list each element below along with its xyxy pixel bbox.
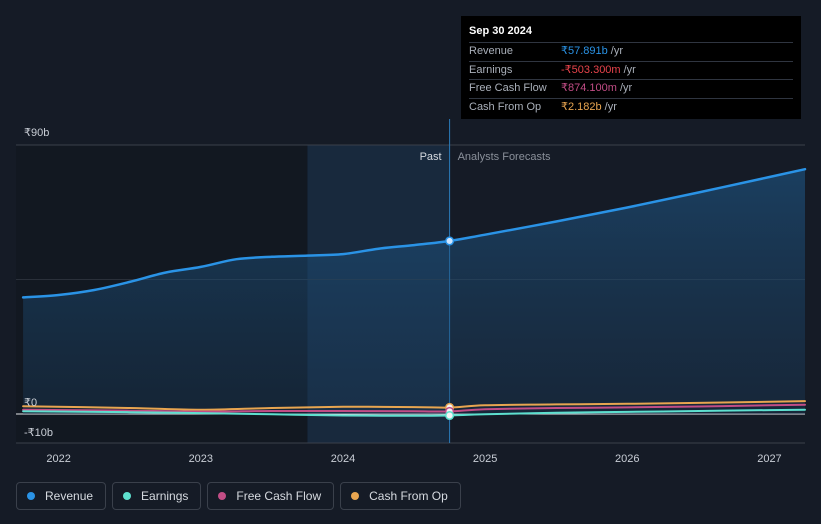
tooltip-value: -₹503.300m — [561, 63, 621, 76]
legend-item-free-cash-flow[interactable]: Free Cash Flow — [207, 482, 335, 510]
y-axis-zero-label: ₹0 — [24, 397, 37, 409]
x-tick-label: 2027 — [757, 453, 781, 465]
x-tick-label: 2024 — [331, 453, 355, 465]
legend-item-revenue[interactable]: Revenue — [16, 482, 107, 510]
x-tick-label: 2026 — [615, 453, 639, 465]
tooltip-value: ₹874.100m — [561, 82, 617, 94]
tooltip-unit: /yr — [604, 100, 617, 113]
y-axis-top-label: ₹90b — [24, 127, 49, 139]
legend-item-cash-from-op[interactable]: Cash From Op — [340, 482, 461, 510]
data-tooltip: Sep 30 2024 Revenue ₹57.891b /yr Earning… — [461, 16, 801, 119]
tooltip-label: Cash From Op — [469, 100, 542, 113]
x-tick-label: 2025 — [473, 453, 497, 465]
revenue-marker — [445, 236, 455, 246]
x-tick-label: 2023 — [189, 453, 213, 465]
forecast-label: Analysts Forecasts — [458, 151, 551, 163]
tooltip-row-cash-from-op: Cash From Op ₹2.182b /yr — [469, 97, 793, 117]
x-tick-label: 2022 — [46, 453, 70, 465]
tooltip-label: Earnings — [469, 63, 513, 76]
past-label: Past — [420, 151, 442, 163]
legend-label: Earnings — [141, 489, 189, 503]
legend-label: Cash From Op — [369, 489, 448, 503]
tooltip-value: ₹2.182b — [561, 100, 602, 113]
tooltip-unit: /yr — [623, 63, 636, 76]
legend: Revenue Earnings Free Cash Flow Cash Fro… — [16, 482, 461, 510]
legend-dot-icon — [123, 492, 132, 500]
revenue-area — [23, 169, 806, 414]
y-axis-bottom-label: -₹10b — [24, 427, 53, 439]
tooltip-label: Revenue — [469, 45, 514, 57]
tooltip-row-earnings: Earnings -₹503.300m /yr — [469, 60, 793, 80]
tooltip-date: Sep 30 2024 — [469, 25, 532, 37]
revenue-line — [21, 167, 807, 299]
tooltip-row-revenue: Revenue ₹57.891b /yr — [469, 42, 793, 61]
tooltip-value: ₹57.891b — [561, 45, 608, 57]
tooltip-label: Free Cash Flow — [469, 82, 547, 94]
legend-dot-icon — [218, 492, 227, 500]
legend-item-earnings[interactable]: Earnings — [112, 482, 202, 510]
legend-label: Revenue — [45, 489, 94, 503]
legend-label: Free Cash Flow — [236, 489, 322, 503]
tooltip-unit: /yr — [619, 82, 633, 94]
legend-dot-icon — [27, 492, 35, 500]
earnings-marker — [445, 410, 455, 421]
tooltip-row-free-cash-flow: Free Cash Flow ₹874.100m /yr — [469, 79, 793, 98]
legend-dot-icon — [351, 492, 360, 500]
tooltip-unit: /yr — [610, 45, 623, 57]
